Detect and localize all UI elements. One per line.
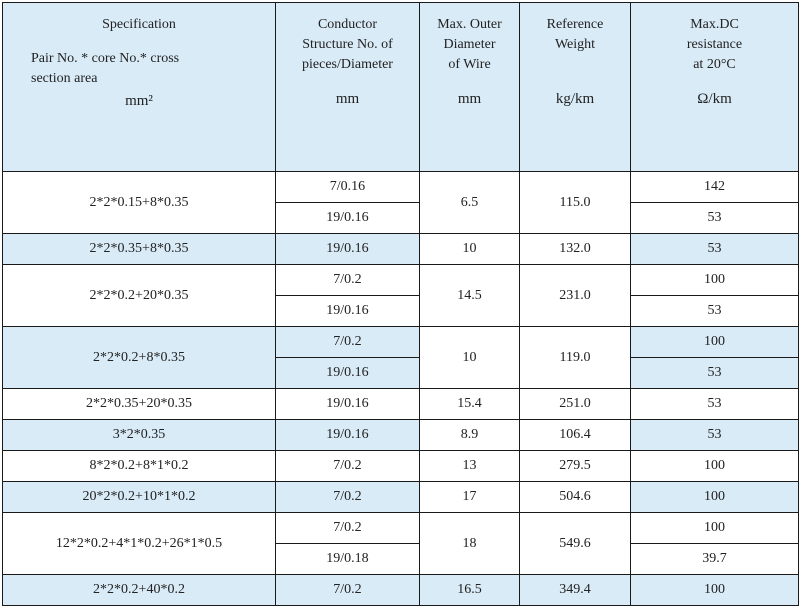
header-weight-line2: Weight bbox=[554, 37, 596, 52]
resistance-cell: 100 bbox=[630, 326, 799, 358]
table-row: 2*2*0.35+8*0.35 19/0.16 10 132.0 53 bbox=[2, 233, 799, 265]
conductor-cell: 19/0.16 bbox=[275, 295, 420, 327]
conductor-cell: 7/0.16 bbox=[275, 171, 420, 203]
conductor-cell: 19/0.18 bbox=[275, 543, 420, 575]
table-row: 2*2*0.2+8*0.35 7/0.2 10 119.0 100 bbox=[2, 326, 799, 389]
conductor-cell: 19/0.16 bbox=[275, 357, 420, 389]
spec-cell: 20*2*0.2+10*1*0.2 bbox=[2, 481, 276, 513]
diameter-cell: 6.5 bbox=[419, 171, 520, 234]
spec-cell: 2*2*0.35+8*0.35 bbox=[2, 233, 276, 265]
diameter-cell: 14.5 bbox=[419, 264, 520, 327]
header-resistance-line1: Max.DC bbox=[690, 17, 739, 32]
spec-cell: 8*2*0.2+8*1*0.2 bbox=[2, 450, 276, 482]
header-conductor-line1: Conductor bbox=[317, 17, 378, 32]
weight-cell: 115.0 bbox=[519, 171, 631, 234]
spec-cell: 2*2*0.2+20*0.35 bbox=[2, 264, 276, 327]
conductor-cell: 7/0.2 bbox=[275, 264, 420, 296]
weight-cell: 106.4 bbox=[519, 419, 631, 451]
resistance-cell: 100 bbox=[630, 264, 799, 296]
diameter-cell: 17 bbox=[419, 481, 520, 513]
weight-cell: 349.4 bbox=[519, 574, 631, 606]
header-resistance-line3: at 20°C bbox=[693, 57, 736, 72]
diameter-cell: 13 bbox=[419, 450, 520, 482]
table-row: 19/0.16 53 bbox=[3, 202, 799, 234]
resistance-cell: 53 bbox=[630, 202, 799, 234]
header-specification-unit: mm² bbox=[125, 93, 153, 109]
header-specification-title: Specification bbox=[102, 17, 176, 32]
header-weight-unit: kg/km bbox=[555, 91, 595, 107]
weight-cell: 504.6 bbox=[519, 481, 631, 513]
header-outer-diameter-line2: Diameter bbox=[443, 37, 496, 52]
table-row: 12*2*0.2+4*1*0.2+26*1*0.5 7/0.2 18 549.6… bbox=[2, 512, 799, 575]
conductor-cell: 7/0.2 bbox=[275, 512, 420, 544]
diameter-cell: 10 bbox=[419, 326, 520, 389]
table-header-row: Specification Pair No. * core No.* cross… bbox=[2, 2, 799, 172]
spec-cell: 3*2*0.35 bbox=[2, 419, 276, 451]
conductor-cell: 7/0.2 bbox=[275, 450, 420, 482]
resistance-cell: 53 bbox=[630, 388, 799, 420]
table-row: 19/0.16 53 bbox=[3, 357, 799, 389]
weight-cell: 132.0 bbox=[519, 233, 631, 265]
diameter-cell: 18 bbox=[419, 512, 520, 575]
conductor-cell: 19/0.16 bbox=[275, 419, 420, 451]
weight-cell: 549.6 bbox=[519, 512, 631, 575]
table-row: 2*2*0.35+20*0.35 19/0.16 15.4 251.0 53 bbox=[2, 388, 799, 420]
table-row: 20*2*0.2+10*1*0.2 7/0.2 17 504.6 100 bbox=[2, 481, 799, 513]
spec-cell: 2*2*0.15+8*0.35 bbox=[2, 171, 276, 234]
header-resistance: Max.DC resistance at 20°C Ω/km bbox=[630, 2, 799, 172]
conductor-cell: 19/0.16 bbox=[275, 388, 420, 420]
spec-cell: 2*2*0.2+8*0.35 bbox=[2, 326, 276, 389]
table-row: 19/0.18 39.7 bbox=[3, 543, 799, 575]
spec-cell: 2*2*0.35+20*0.35 bbox=[2, 388, 276, 420]
resistance-cell: 100 bbox=[630, 481, 799, 513]
resistance-cell: 100 bbox=[630, 512, 799, 544]
header-weight-line1: Reference bbox=[546, 17, 604, 32]
header-resistance-unit: Ω/km bbox=[697, 91, 732, 107]
header-resistance-line2: resistance bbox=[686, 37, 743, 52]
header-outer-diameter: Max. Outer Diameter of Wire mm bbox=[419, 2, 520, 172]
header-outer-diameter-unit: mm bbox=[457, 91, 482, 107]
weight-cell: 251.0 bbox=[519, 388, 631, 420]
resistance-cell: 100 bbox=[630, 450, 799, 482]
header-specification-subtitle-line2: section area bbox=[31, 71, 98, 86]
header-conductor-line3: pieces/Diameter bbox=[302, 57, 393, 72]
conductor-cell: 7/0.2 bbox=[275, 326, 420, 358]
table-row: 2*2*0.2+40*0.2 7/0.2 16.5 349.4 100 bbox=[2, 574, 799, 606]
header-conductor: Conductor Structure No. of pieces/Diamet… bbox=[275, 2, 420, 172]
header-outer-diameter-line3: of Wire bbox=[448, 57, 491, 72]
resistance-cell: 53 bbox=[630, 233, 799, 265]
conductor-cell: 7/0.2 bbox=[275, 481, 420, 513]
resistance-cell: 39.7 bbox=[630, 543, 799, 575]
header-weight: Reference Weight kg/km bbox=[519, 2, 631, 172]
header-specification-subtitle-line1: Pair No. * core No.* cross bbox=[31, 51, 180, 66]
table-row: 2*2*0.2+20*0.35 7/0.2 14.5 231.0 100 bbox=[2, 264, 799, 327]
resistance-cell: 100 bbox=[630, 574, 799, 606]
diameter-cell: 10 bbox=[419, 233, 520, 265]
conductor-cell: 19/0.16 bbox=[275, 202, 420, 234]
header-outer-diameter-line1: Max. Outer bbox=[437, 17, 502, 32]
resistance-cell: 53 bbox=[630, 295, 799, 327]
weight-cell: 279.5 bbox=[519, 450, 631, 482]
resistance-cell: 53 bbox=[630, 357, 799, 389]
resistance-cell: 53 bbox=[630, 419, 799, 451]
weight-cell: 119.0 bbox=[519, 326, 631, 389]
table-row: 2*2*0.15+8*0.35 7/0.16 6.5 115.0 142 bbox=[2, 171, 799, 234]
diameter-cell: 15.4 bbox=[419, 388, 520, 420]
diameter-cell: 8.9 bbox=[419, 419, 520, 451]
header-specification: Specification Pair No. * core No.* cross… bbox=[2, 2, 276, 172]
table-row: 8*2*0.2+8*1*0.2 7/0.2 13 279.5 100 bbox=[2, 450, 799, 482]
header-conductor-line2: Structure No. of bbox=[302, 37, 393, 52]
spec-cell: 12*2*0.2+4*1*0.2+26*1*0.5 bbox=[2, 512, 276, 575]
header-conductor-unit: mm bbox=[335, 91, 360, 107]
weight-cell: 231.0 bbox=[519, 264, 631, 327]
conductor-cell: 7/0.2 bbox=[275, 574, 420, 606]
diameter-cell: 16.5 bbox=[419, 574, 520, 606]
spec-cell: 2*2*0.2+40*0.2 bbox=[2, 574, 276, 606]
table-row: 3*2*0.35 19/0.16 8.9 106.4 53 bbox=[2, 419, 799, 451]
resistance-cell: 142 bbox=[630, 171, 799, 203]
conductor-cell: 19/0.16 bbox=[275, 233, 420, 265]
